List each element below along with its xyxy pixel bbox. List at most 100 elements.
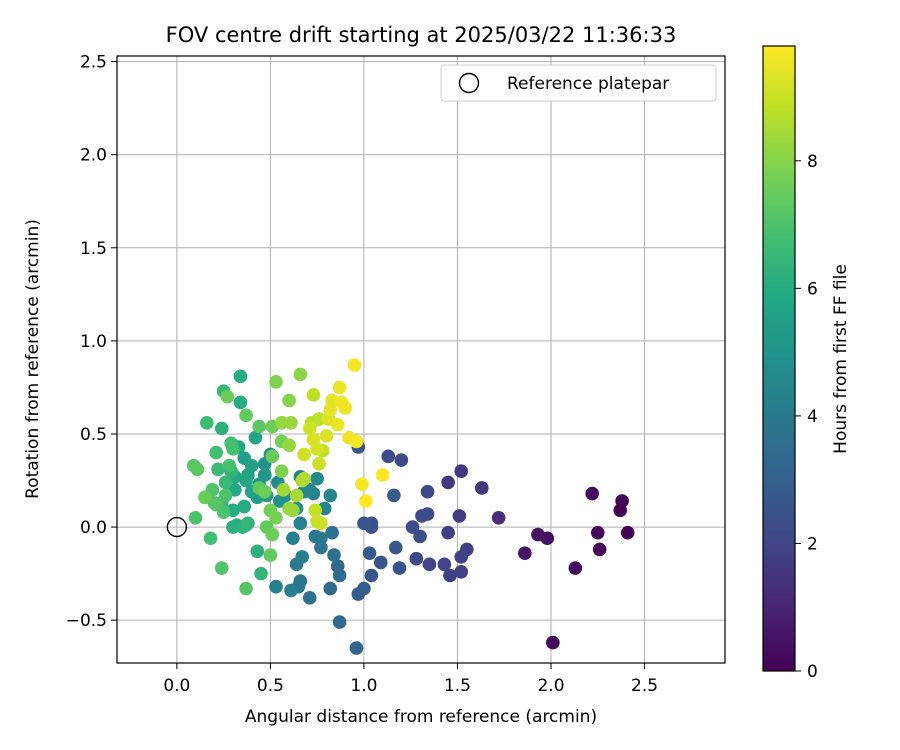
scatter-point [190, 462, 205, 477]
scatter-point [248, 430, 263, 445]
x-tick-label: 2.0 [537, 676, 564, 696]
scatter-point [613, 503, 628, 518]
legend-box [440, 64, 717, 102]
colorbar-ticks: 0 2 4 6 8 [795, 152, 818, 682]
scatter-point [357, 516, 371, 531]
scatter-point [422, 557, 437, 572]
scatter-point [312, 456, 326, 471]
colorbar-tick-label: 8 [807, 152, 818, 172]
scatter-point [308, 529, 323, 544]
scatter-point [226, 520, 240, 534]
scatter-point [394, 453, 409, 467]
scatter-point [420, 484, 435, 499]
legend: Reference platepar [440, 64, 717, 102]
scatter-point [359, 494, 373, 508]
x-tick-label: 0.0 [163, 676, 190, 696]
grid [117, 56, 725, 663]
scatter-point [319, 429, 334, 443]
x-tick-label: 1.0 [350, 676, 377, 696]
scatter-point [415, 509, 429, 523]
y-tick-label: 1.0 [80, 332, 107, 352]
colorbar-label: Hours from first FF file [831, 264, 851, 454]
scatter-point [233, 369, 248, 384]
scatter-point [265, 527, 280, 542]
scatter-point [413, 529, 427, 544]
scatter-point [325, 525, 339, 540]
scatter-point [441, 475, 455, 490]
scatter-point [218, 488, 233, 503]
scatter-point [209, 445, 223, 460]
reference-platepar-marker [166, 516, 188, 538]
scatter-point [214, 421, 229, 436]
reference-marker [166, 516, 188, 538]
scatter-point [310, 442, 324, 456]
scatter-point [220, 389, 235, 404]
scatter-point [347, 358, 362, 372]
scatter-point [257, 484, 272, 499]
y-tick-label: 0.0 [80, 518, 107, 538]
scatter-point [233, 395, 248, 410]
scatter-point [518, 546, 532, 560]
scatter-point [454, 464, 469, 479]
scatter-point [373, 555, 388, 570]
colorbar-tick-label: 4 [807, 407, 818, 427]
scatter-point [323, 581, 338, 596]
scatter-point [437, 557, 452, 572]
scatter-point [272, 494, 287, 508]
scatter-point [302, 421, 317, 436]
y-tick-label: 0.5 [80, 425, 107, 445]
scatter-point [254, 566, 268, 581]
scatter-point [188, 510, 203, 525]
colorbar: 0 2 4 6 8 Hours from first FF file [762, 45, 851, 682]
y-tick-label: 2.0 [80, 146, 107, 166]
scatter-point [286, 531, 300, 546]
colorbar-tick-label: 6 [807, 279, 818, 299]
scatter-point [314, 516, 328, 531]
scatter-point [252, 419, 266, 434]
scatter-point [375, 468, 390, 482]
scatter-point [237, 499, 252, 514]
scatter-point [284, 583, 298, 598]
scatter-point [263, 548, 278, 562]
y-tick-label: −0.5 [66, 611, 107, 631]
scatter-point [362, 546, 377, 560]
scatter-point [392, 561, 407, 575]
scatter-point [491, 510, 506, 525]
scatter-point [310, 471, 324, 486]
scatter-point [405, 520, 420, 534]
scatter-point [409, 551, 424, 566]
plot-frame [116, 55, 726, 664]
scatter-point [355, 477, 369, 492]
scatter-point [540, 531, 555, 546]
scatter-point [592, 542, 607, 557]
scatter-point [452, 509, 467, 523]
scatter-point [269, 510, 283, 525]
scatter-point [222, 458, 237, 473]
scatter-point [293, 516, 308, 531]
x-axis-ticks: 0.0 0.5 1.0 1.5 2.0 2.5 [163, 663, 658, 696]
scatter-point [443, 568, 457, 583]
scatter-point [218, 475, 233, 490]
scatter-point [338, 401, 353, 415]
scatter-point [314, 540, 328, 555]
chart-title: FOV centre drift starting at 2025/03/22 … [166, 23, 677, 47]
scatter-point [330, 417, 345, 432]
scatter-point [323, 488, 338, 503]
scatter-point [199, 416, 214, 430]
scatter-point [211, 462, 225, 477]
scatter-point [546, 635, 560, 650]
scatter-point [241, 516, 255, 531]
scatter-point [239, 581, 253, 596]
scatter-point [297, 447, 311, 462]
scatter-point [306, 388, 321, 402]
colorbar-gradient [762, 45, 796, 672]
scatter-point [568, 561, 583, 575]
scatter-point [330, 559, 345, 573]
scatter-point [388, 540, 403, 555]
scatter-point [209, 497, 223, 512]
scatter-point [289, 488, 304, 503]
scatter-point [295, 550, 310, 564]
scatter-point [282, 393, 296, 408]
scatter-point [454, 564, 469, 579]
